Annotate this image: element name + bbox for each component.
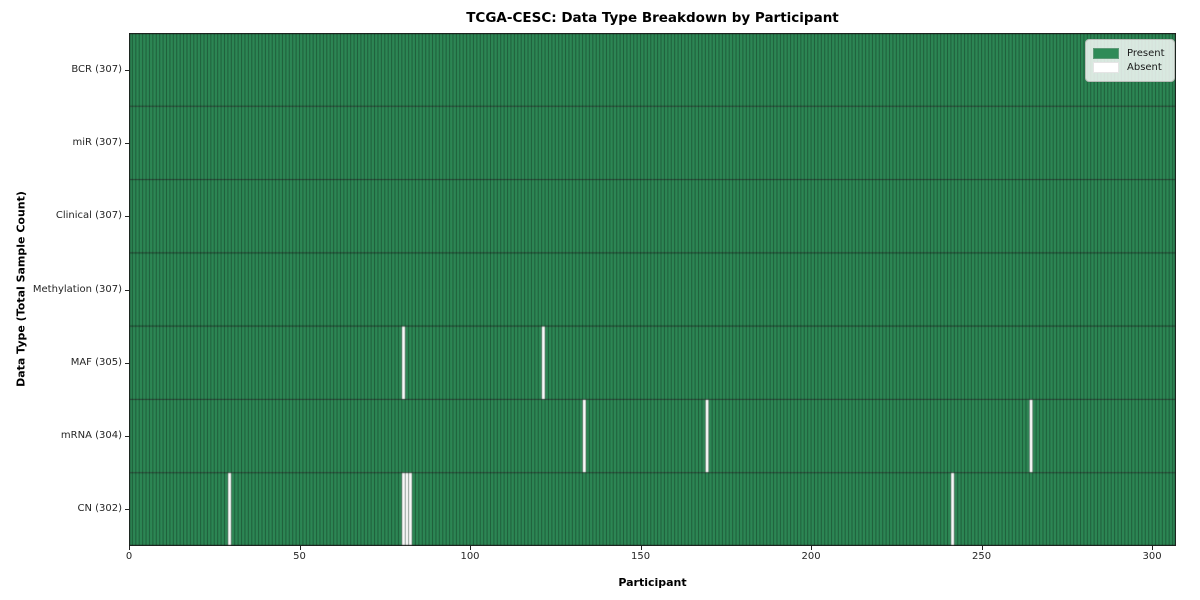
legend-label-absent: Absent: [1127, 62, 1162, 73]
y-tick-label: BCR (307): [71, 63, 122, 75]
y-tick-mark: [125, 69, 129, 71]
y-tick-mark: [125, 362, 129, 364]
x-tick-mark: [299, 546, 301, 550]
y-tick-mark: [125, 216, 129, 218]
y-tick-mark: [125, 289, 129, 291]
y-tick-label: CN (302): [77, 503, 122, 515]
x-tick-label: 150: [631, 551, 651, 562]
legend-entry-present: Present: [1093, 48, 1165, 59]
y-tick-label: Clinical (307): [55, 210, 122, 222]
y-tick-mark: [125, 436, 129, 438]
y-tick-mark: [125, 509, 129, 511]
legend-swatch-present: [1093, 48, 1119, 59]
x-tick-mark: [1152, 546, 1154, 550]
x-tick-label: 50: [293, 551, 306, 562]
chart-title: TCGA-CESC: Data Type Breakdown by Partic…: [466, 10, 839, 26]
x-tick-label: 250: [972, 551, 992, 562]
heatmap-plot: [129, 33, 1176, 546]
y-tick-label: miR (307): [72, 136, 122, 148]
x-axis-label: Participant: [618, 576, 687, 589]
legend-label-present: Present: [1127, 48, 1165, 59]
legend: Present Absent: [1085, 39, 1175, 82]
x-tick-mark: [811, 546, 813, 550]
legend-swatch-absent: [1093, 62, 1119, 73]
y-tick-mark: [125, 142, 129, 144]
x-tick-label: 100: [460, 551, 480, 562]
x-tick-mark: [640, 546, 642, 550]
x-tick-mark: [981, 546, 983, 550]
x-tick-label: 300: [1142, 551, 1162, 562]
y-tick-label: Methylation (307): [32, 283, 122, 295]
x-tick-label: 200: [801, 551, 821, 562]
x-tick-mark: [129, 546, 130, 550]
x-tick-label: 0: [125, 551, 133, 562]
legend-entry-absent: Absent: [1093, 62, 1165, 73]
y-tick-label: MAF (305): [70, 356, 122, 368]
x-tick-mark: [470, 546, 471, 550]
y-tick-label: mRNA (304): [60, 430, 122, 442]
